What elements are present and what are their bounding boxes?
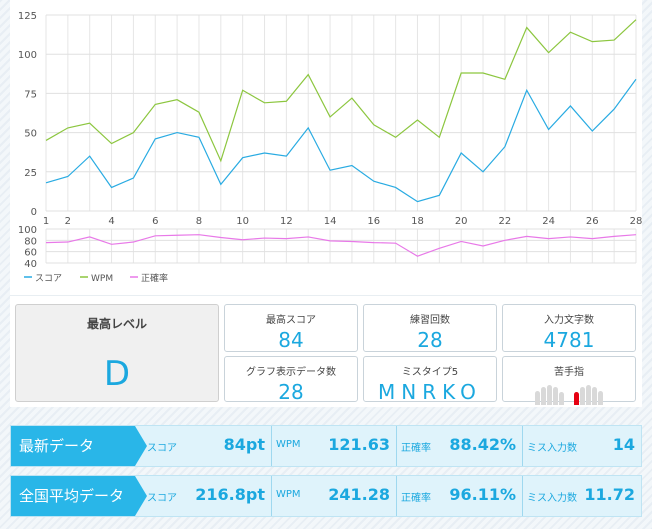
y-tick-label: 25: [24, 168, 37, 179]
miss-type-label: ミスタイプ5: [401, 367, 459, 378]
series-line-score: [45, 78, 637, 203]
average-wpm-value: 241.28: [328, 485, 390, 504]
latest-wpm-label: WPM: [276, 439, 301, 450]
chars-typed-card: 入力文字数 4781: [502, 304, 636, 352]
x-tick-label: 16: [367, 216, 380, 227]
average-wpm-label: WPM: [276, 489, 301, 500]
chart-panel: 0 25 50 75 100 125 1 2 4 6 8 10 12 14 16 18 20 22 24 26 28 40…: [10, 0, 642, 295]
x-tick-label: 2: [65, 216, 71, 227]
finger-icon: [598, 391, 603, 405]
average-score-cell: スコア 216.8pt: [143, 476, 271, 516]
x-tick-label: 4: [108, 216, 114, 227]
latest-score-label: スコア: [147, 443, 177, 454]
y-tick-label: 50: [24, 129, 37, 140]
series-line-wpm: [45, 19, 637, 163]
legend-label: WPM: [91, 274, 113, 284]
latest-data-row: 最新データ スコア 84pt WPM 121.63 正確率 88.42% ミス入…: [10, 425, 642, 467]
x-tick-label: 1: [43, 216, 49, 227]
y-tick-label: 0: [31, 207, 37, 218]
latest-accuracy-label: 正確率: [401, 443, 431, 454]
x-tick-label: 26: [586, 216, 599, 227]
legend-label: スコア: [35, 274, 62, 284]
finger-icon: [553, 387, 558, 405]
finger-icon: [535, 391, 540, 405]
acc-y-tick-label: 100: [18, 225, 37, 236]
latest-score-cell: スコア 84pt: [143, 426, 271, 466]
weak-finger-icon: [574, 392, 579, 405]
finger-icon: [592, 387, 597, 405]
graph-count-label: グラフ表示データ数: [246, 367, 336, 378]
right-hand-icon: [574, 383, 603, 405]
x-tick-label: 20: [455, 216, 468, 227]
left-hand-icon: [535, 383, 564, 405]
graph-count-value: 28: [278, 380, 304, 404]
legend-label: 正確率: [141, 272, 168, 284]
graph-count-card: グラフ表示データ数 28: [224, 356, 358, 404]
x-tick-label: 28: [630, 216, 642, 227]
x-tick-label: 18: [411, 216, 424, 227]
y-tick-label: 100: [18, 50, 37, 61]
average-accuracy-label: 正確率: [401, 493, 431, 504]
acc-y-tick-label: 80: [24, 236, 37, 247]
acc-y-tick-label: 60: [24, 248, 37, 259]
x-tick-label: 24: [542, 216, 555, 227]
x-tick-label: 10: [236, 216, 249, 227]
average-miss-cell: ミス入力数 11.72: [522, 476, 641, 516]
average-miss-label: ミス入力数: [527, 493, 577, 504]
average-data-row: 全国平均データ スコア 216.8pt WPM 241.28 正確率 96.11…: [10, 475, 642, 517]
average-miss-value: 11.72: [584, 485, 635, 504]
stats-panel: 最高レベル D 最高スコア 84 練習回数 28 入力文字数 4781 グラフ表…: [10, 295, 642, 407]
practice-count-value: 28: [417, 328, 443, 352]
finger-icon: [580, 387, 585, 405]
latest-miss-cell: ミス入力数 14: [522, 426, 641, 466]
latest-wpm-cell: WPM 121.63: [271, 426, 396, 466]
max-level-card: 最高レベル D: [15, 304, 219, 402]
y-tick-label: 125: [18, 11, 37, 22]
average-data-title: 全国平均データ: [11, 476, 147, 516]
average-wpm-cell: WPM 241.28: [271, 476, 396, 516]
max-level-label: 最高レベル: [86, 317, 147, 331]
weak-finger-card: 苦手指: [502, 356, 636, 405]
average-score-label: スコア: [147, 493, 177, 504]
series-line-accuracy: [45, 234, 637, 257]
practice-count-card: 練習回数 28: [363, 304, 497, 352]
chars-typed-label: 入力文字数: [544, 315, 594, 326]
weak-finger-label: 苦手指: [554, 367, 584, 378]
x-tick-label: 22: [499, 216, 512, 227]
average-accuracy-cell: 正確率 96.11%: [396, 476, 522, 516]
max-level-value: D: [103, 354, 131, 394]
finger-icon: [586, 385, 591, 405]
hands-diagram: [503, 383, 635, 405]
practice-count-label: 練習回数: [410, 315, 450, 326]
latest-accuracy-cell: 正確率 88.42%: [396, 426, 522, 466]
x-tick-label: 12: [280, 216, 293, 227]
miss-type-value: MNRKO: [378, 380, 482, 404]
max-score-card: 最高スコア 84: [224, 304, 358, 352]
y-tick-label: 75: [24, 89, 37, 100]
latest-miss-label: ミス入力数: [527, 443, 577, 454]
latest-accuracy-value: 88.42%: [449, 435, 516, 454]
max-score-label: 最高スコア: [266, 315, 316, 326]
x-tick-label: 6: [152, 216, 158, 227]
average-accuracy-value: 96.11%: [449, 485, 516, 504]
max-score-value: 84: [278, 328, 304, 352]
chars-typed-value: 4781: [543, 328, 595, 352]
miss-type-card: ミスタイプ5 MNRKO: [363, 356, 497, 404]
average-score-value: 216.8pt: [195, 485, 265, 504]
finger-icon: [559, 392, 564, 405]
latest-score-value: 84pt: [223, 435, 265, 454]
finger-icon: [547, 385, 552, 405]
latest-data-title: 最新データ: [11, 426, 147, 466]
acc-y-tick-label: 40: [24, 259, 37, 270]
x-tick-label: 8: [196, 216, 202, 227]
x-tick-label: 14: [324, 216, 337, 227]
latest-wpm-value: 121.63: [328, 435, 390, 454]
latest-miss-value: 14: [612, 435, 635, 454]
finger-icon: [541, 387, 546, 405]
